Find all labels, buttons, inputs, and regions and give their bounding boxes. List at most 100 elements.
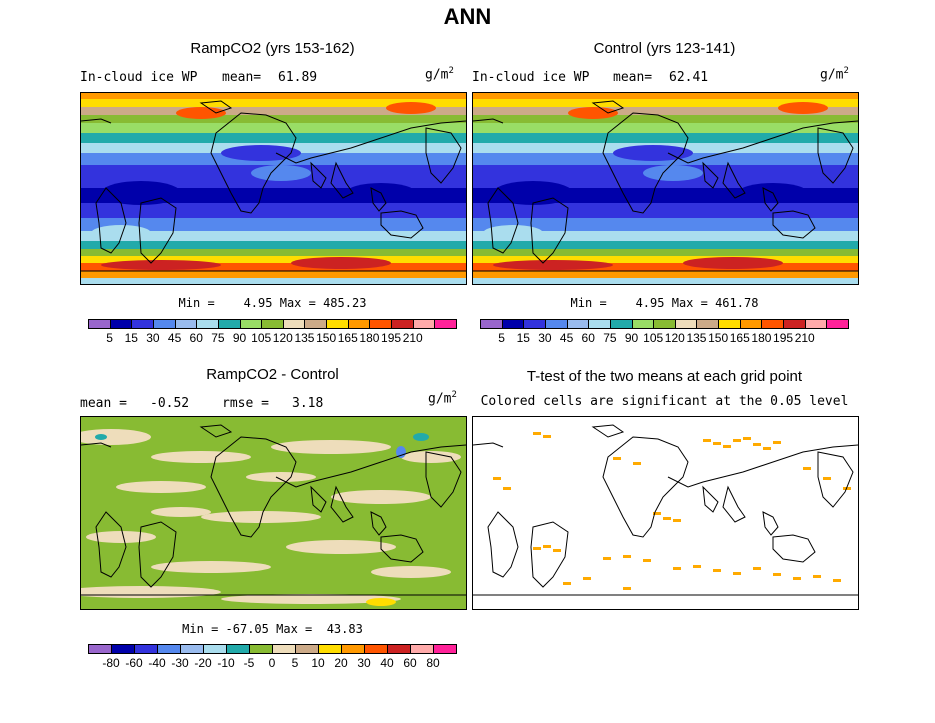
colorbar-swatch [180, 644, 204, 654]
panel3-units: g/m2 [428, 390, 457, 407]
coastline-path [591, 424, 625, 438]
significant-cell [733, 439, 741, 442]
significant-cell [813, 575, 821, 578]
significant-cell [713, 569, 721, 572]
diff-extreme-blob [95, 434, 107, 440]
colorbar-tick-label: 75 [603, 331, 617, 345]
colorbar-swatch [387, 644, 411, 654]
field-blob [291, 257, 391, 269]
coastlines [81, 424, 466, 596]
panel3-rmse-value: 3.18 [292, 396, 324, 411]
panel3-stats: Min = -67.05 Max = 43.83 [182, 622, 363, 636]
coastline-path [199, 424, 233, 438]
colorbar-swatch [566, 319, 590, 329]
colorbar-swatch [226, 644, 250, 654]
significant-cell [533, 432, 541, 435]
diff-extreme-blob [366, 598, 396, 606]
significant-cell [833, 579, 841, 582]
colorbar-swatch [249, 644, 273, 654]
colorbar-tick-label: 15 [124, 331, 138, 345]
significant-cell [773, 441, 781, 444]
colorbar-tick-label: 20 [334, 656, 348, 670]
panel3-mean-label: mean = [80, 396, 127, 411]
colorbar-swatch [217, 319, 241, 329]
map-ttest-field [473, 417, 858, 609]
colorbar-swatch [544, 319, 568, 329]
colorbar-swatch [111, 644, 135, 654]
field-band [81, 133, 466, 143]
colorbar-tick-label: 45 [559, 331, 574, 345]
significant-cell [583, 577, 591, 580]
colorbar-swatch [347, 319, 371, 329]
colorbar-tick-label: 5 [106, 331, 113, 345]
colorbar-tick-label: 10 [311, 656, 325, 670]
colorbar-tick-label: 150 [708, 331, 729, 345]
significant-cell [493, 477, 501, 480]
colorbar-swatch [391, 319, 414, 329]
panel3-rmse-label: rmse = [222, 396, 269, 411]
colorbar-tick-label: 195 [381, 331, 402, 345]
field-band [473, 115, 858, 123]
diff-blob [221, 594, 401, 604]
coastline-path [380, 534, 424, 563]
colorbar-swatch [501, 319, 525, 329]
significant-cell [623, 587, 631, 590]
field-blob [643, 165, 703, 181]
significant-cell [713, 442, 721, 445]
colorbar-tick-label: -20 [194, 656, 212, 670]
colorbar-difference-labels: -80 -60 -40 -30 -20 -10 -5 0 5 10 20 30 40 60 80 [88, 656, 456, 670]
map-rampco2 [80, 92, 467, 285]
colorbar-tick-label: 90 [624, 331, 639, 345]
diff-blob [81, 429, 151, 445]
panel2-mean-label: mean= [613, 70, 653, 85]
field-blob [483, 225, 543, 241]
colorbar-swatch [588, 319, 611, 329]
map-rampco2-field [81, 93, 466, 284]
colorbar-swatch [369, 319, 393, 329]
diff-blob [151, 451, 251, 463]
coastline-path [380, 210, 424, 239]
colorbar-tick-label: 165 [337, 331, 358, 345]
significant-cell [603, 557, 611, 560]
colorbar-tick-label: 0 [268, 656, 276, 670]
panel2-stats: Min = 4.95 Max = 461.78 [570, 296, 759, 310]
colorbar-tick-label: -5 [243, 656, 255, 670]
map-difference [80, 416, 467, 610]
colorbar-swatch [653, 319, 676, 329]
colorbar-swatch [739, 319, 763, 329]
panel4-title: T-test of the two means at each grid poi… [526, 368, 803, 385]
colorbar-tick-label: 120 [664, 331, 685, 345]
field-band [473, 107, 858, 115]
colorbar-swatch [326, 319, 349, 329]
coastline-path [370, 511, 387, 536]
field-band [81, 107, 466, 115]
colorbar-difference [88, 644, 457, 654]
colorbar-tick-label: -80 [102, 656, 120, 670]
coastline-path [487, 511, 519, 578]
field-blob [386, 102, 436, 114]
panel3-title: RampCO2 - Control [206, 366, 339, 383]
field-band [81, 99, 466, 107]
coastline-path [138, 197, 177, 264]
colorbar-tick-label: 135 [686, 331, 707, 345]
colorbar-swatch [480, 319, 503, 329]
coastline-path [370, 187, 387, 212]
diff-blob [331, 490, 431, 504]
coastline-path [81, 442, 112, 448]
field-band [473, 203, 858, 218]
colorbar-swatch [783, 319, 806, 329]
field-band [473, 278, 858, 284]
field-band [81, 231, 466, 241]
field-blob [91, 225, 151, 241]
colorbar-swatch [134, 644, 158, 654]
significant-cell [733, 572, 741, 575]
coastline-path [310, 485, 327, 513]
coastline-path [473, 442, 504, 448]
colorbar-swatch [410, 644, 434, 654]
significant-cell [693, 565, 701, 568]
colorbar-tick-label: 60 [403, 656, 417, 670]
significant-cell [753, 443, 761, 446]
colorbar-tick-label: 165 [729, 331, 750, 345]
figure-title: ANN [443, 4, 492, 29]
ttest-background [473, 417, 858, 609]
